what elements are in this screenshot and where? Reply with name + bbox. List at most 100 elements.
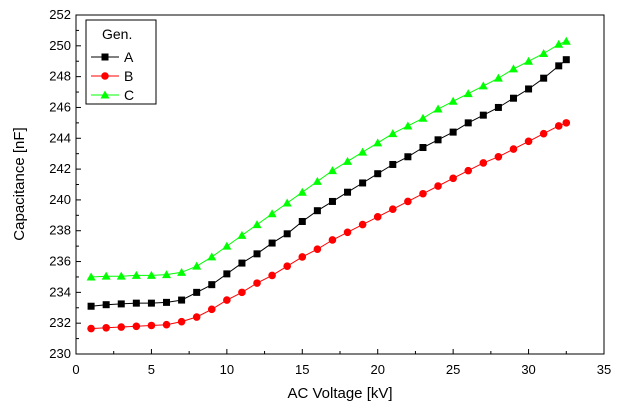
data-point-A [238, 259, 246, 267]
data-point-C [524, 56, 534, 65]
data-point-C [448, 96, 458, 105]
legend-label: A [124, 49, 134, 65]
data-point-B [102, 324, 110, 332]
data-point-B [524, 137, 533, 146]
data-point-B [117, 323, 126, 331]
legend: Gen. ABC [85, 19, 157, 105]
data-point-C [493, 73, 503, 82]
data-point-C [388, 129, 398, 138]
legend-marker [101, 53, 109, 61]
data-point-B [554, 122, 563, 130]
data-point-A [132, 299, 140, 307]
legend-label: C [124, 87, 134, 103]
data-point-C [116, 271, 126, 280]
data-point-C [554, 39, 564, 48]
data-point-A [223, 270, 231, 278]
data-point-B [298, 253, 307, 261]
series-A [87, 56, 570, 310]
data-point-C [222, 241, 232, 250]
data-point-B [313, 245, 322, 254]
x-tick-label: 15 [295, 362, 309, 377]
series-B [87, 119, 571, 333]
legend-item-C: C [91, 87, 134, 103]
data-point-C [343, 156, 353, 165]
data-point-A [479, 111, 487, 119]
data-point-A [298, 217, 306, 225]
data-point-B [238, 288, 246, 297]
data-point-B [562, 119, 571, 127]
data-point-C [327, 166, 337, 175]
data-point-C [433, 104, 443, 113]
data-point-C [207, 252, 217, 261]
y-tick-label: 250 [49, 38, 71, 53]
y-tick-label: 248 [49, 69, 71, 84]
series-line-C [91, 40, 567, 278]
data-point-A [344, 188, 352, 196]
data-point-C [237, 230, 247, 239]
data-point-C [463, 89, 473, 98]
data-point-B [253, 279, 261, 287]
series-line-A [91, 59, 567, 307]
data-point-C [86, 272, 96, 281]
x-tick-label: 20 [370, 362, 384, 377]
data-point-B [404, 197, 412, 206]
data-point-A [434, 136, 442, 144]
data-point-B [479, 159, 488, 167]
data-point-C [146, 270, 156, 279]
data-point-C [101, 271, 111, 280]
data-point-B [207, 305, 216, 314]
data-point-C [358, 147, 368, 156]
data-point-A [208, 281, 216, 289]
legend-label: B [124, 68, 133, 84]
y-tick-label: 232 [49, 315, 71, 330]
data-point-B [177, 317, 186, 326]
data-point-A [268, 239, 276, 247]
data-point-A [494, 103, 502, 111]
x-tick-label: 5 [148, 362, 155, 377]
data-point-C [267, 209, 277, 218]
y-tick-label: 230 [49, 346, 71, 361]
data-point-A [540, 74, 548, 82]
data-point-B [162, 320, 171, 329]
data-point-B [283, 262, 292, 270]
data-point-A [313, 207, 321, 215]
y-tick-label: 244 [49, 130, 71, 145]
axis-ticks: 0 5 10 15 20 25 30 35 230 232 234 236 238 240 242 244 24… [49, 7, 611, 377]
data-point-B [449, 174, 457, 183]
x-tick-label: 0 [72, 362, 79, 377]
x-tick-label: 25 [446, 362, 460, 377]
data-point-B [147, 321, 156, 330]
legend-marker [100, 90, 110, 99]
data-point-C [418, 113, 428, 122]
data-point-C [162, 270, 172, 279]
x-tick-label: 30 [521, 362, 535, 377]
y-tick-label: 240 [49, 192, 71, 207]
data-point-C [478, 81, 488, 90]
data-point-A [404, 153, 412, 161]
data-point-B [358, 220, 367, 229]
data-point-A [525, 85, 533, 93]
data-point-C [312, 176, 322, 185]
legend-marker [101, 72, 109, 80]
data-point-C [282, 198, 292, 207]
data-point-B [373, 213, 382, 221]
x-axis-title: AC Voltage [kV] [287, 385, 392, 402]
data-point-B [192, 313, 201, 321]
data-point-C [177, 267, 187, 276]
data-point-A [253, 250, 261, 258]
data-point-A [163, 298, 171, 306]
data-point-A [449, 128, 457, 136]
data-point-B [389, 205, 397, 213]
data-point-A [328, 197, 336, 205]
data-point-A [193, 288, 201, 296]
data-point-B [494, 152, 503, 161]
y-tick-label: 238 [49, 223, 71, 238]
y-tick-label: 252 [49, 7, 71, 22]
y-tick-label: 234 [49, 284, 71, 299]
data-point-A [389, 160, 397, 168]
data-point-B [87, 324, 95, 333]
data-point-A [464, 119, 472, 127]
data-point-C [403, 121, 413, 130]
legend-item-B: B [91, 68, 133, 84]
